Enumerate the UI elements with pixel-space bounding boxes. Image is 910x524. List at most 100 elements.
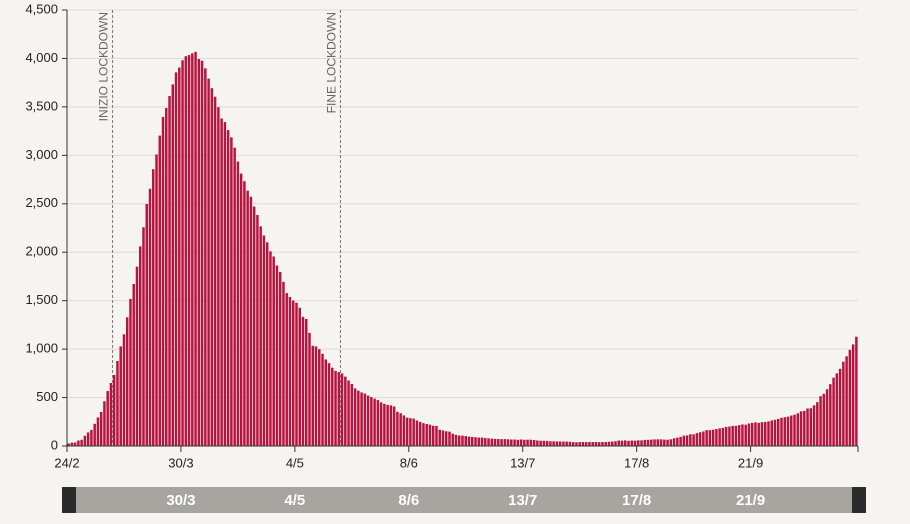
bar [767, 421, 770, 446]
slider-label: 30/3 [166, 492, 195, 509]
bar [718, 428, 721, 446]
bar [624, 440, 627, 446]
bar [597, 442, 601, 446]
bar [503, 439, 507, 446]
bar [676, 437, 679, 446]
bar [239, 173, 243, 446]
bar [584, 442, 588, 446]
bar [373, 398, 376, 446]
bar [122, 334, 126, 446]
bar [331, 367, 334, 446]
bar [786, 416, 790, 446]
bar [418, 421, 422, 446]
range-slider[interactable] [62, 487, 866, 513]
bar [656, 439, 660, 446]
bar [539, 440, 542, 446]
bar [191, 53, 194, 447]
bar [809, 408, 813, 446]
bar [685, 435, 689, 446]
bar [545, 440, 549, 446]
annotation-label: INIZIO LOCKDOWN [97, 12, 111, 121]
bar [161, 116, 165, 446]
bar [327, 363, 331, 446]
bar [519, 439, 523, 446]
bar [213, 96, 217, 447]
bar [337, 372, 341, 446]
bar [187, 55, 191, 446]
bar [529, 439, 533, 446]
bar [311, 345, 315, 446]
bar [731, 425, 734, 446]
bar [106, 391, 109, 446]
bar [90, 429, 93, 446]
bar [708, 430, 712, 446]
bar [497, 439, 500, 446]
bar [379, 402, 383, 446]
bar [96, 417, 100, 446]
slider-label: 13/7 [508, 492, 537, 509]
bar [757, 422, 760, 446]
bar [399, 413, 402, 446]
bar [314, 346, 318, 446]
bar [493, 438, 497, 446]
bar [627, 440, 630, 446]
bar [220, 118, 223, 446]
bar [298, 307, 301, 446]
bar [184, 56, 188, 446]
bar [666, 439, 669, 446]
bar [210, 88, 214, 446]
bar [145, 203, 148, 446]
slider-handle-right[interactable] [852, 487, 866, 513]
bar [650, 439, 653, 446]
bar [669, 439, 673, 446]
bar [288, 296, 292, 446]
slider-label: 17/8 [622, 492, 651, 509]
bar [291, 300, 295, 446]
bar [321, 353, 324, 446]
bar [226, 130, 230, 447]
bar [129, 298, 132, 446]
bar [119, 346, 122, 446]
bar [174, 72, 178, 446]
bar [724, 426, 728, 446]
bar [152, 169, 155, 446]
bar [659, 439, 663, 446]
bar [431, 425, 435, 446]
bar [86, 432, 90, 446]
bar [363, 393, 367, 446]
bar [842, 361, 845, 446]
bar [148, 188, 152, 446]
bar [848, 349, 852, 446]
bar [392, 406, 396, 446]
bar [689, 434, 692, 446]
bar [412, 418, 415, 446]
bar [777, 418, 780, 446]
bar [116, 361, 119, 446]
y-tick-label: 1,500 [25, 292, 58, 307]
bar [705, 430, 708, 446]
bar [568, 441, 572, 446]
x-tick-label: 17/8 [624, 455, 649, 470]
bar [347, 380, 350, 446]
bar [125, 317, 129, 446]
bar [604, 441, 607, 446]
bar [223, 122, 227, 447]
bar [259, 226, 262, 446]
bar [822, 393, 826, 446]
bar [350, 383, 354, 446]
bar [806, 408, 809, 446]
slider-handle-left[interactable] [62, 487, 76, 513]
bar [575, 442, 578, 446]
bar [324, 359, 328, 446]
bar [855, 336, 858, 446]
bar [158, 135, 162, 446]
bar [695, 433, 699, 446]
bar [357, 390, 360, 446]
bar [178, 67, 181, 446]
bar [744, 424, 747, 446]
bar [721, 427, 725, 446]
bar [435, 425, 438, 446]
bar [83, 435, 87, 446]
bar [256, 215, 259, 446]
